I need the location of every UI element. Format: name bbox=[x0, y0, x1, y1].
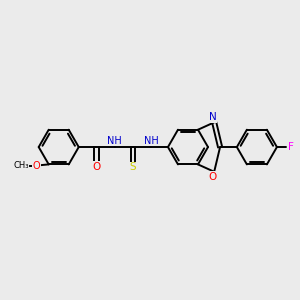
Text: NH: NH bbox=[144, 136, 159, 146]
Text: CH₃: CH₃ bbox=[13, 161, 29, 170]
Text: NH: NH bbox=[107, 136, 122, 146]
Text: S: S bbox=[130, 162, 136, 172]
Text: O: O bbox=[92, 162, 101, 172]
Text: N: N bbox=[209, 112, 217, 122]
Text: F: F bbox=[288, 142, 294, 152]
Text: O: O bbox=[32, 161, 40, 171]
Text: O: O bbox=[208, 172, 217, 182]
